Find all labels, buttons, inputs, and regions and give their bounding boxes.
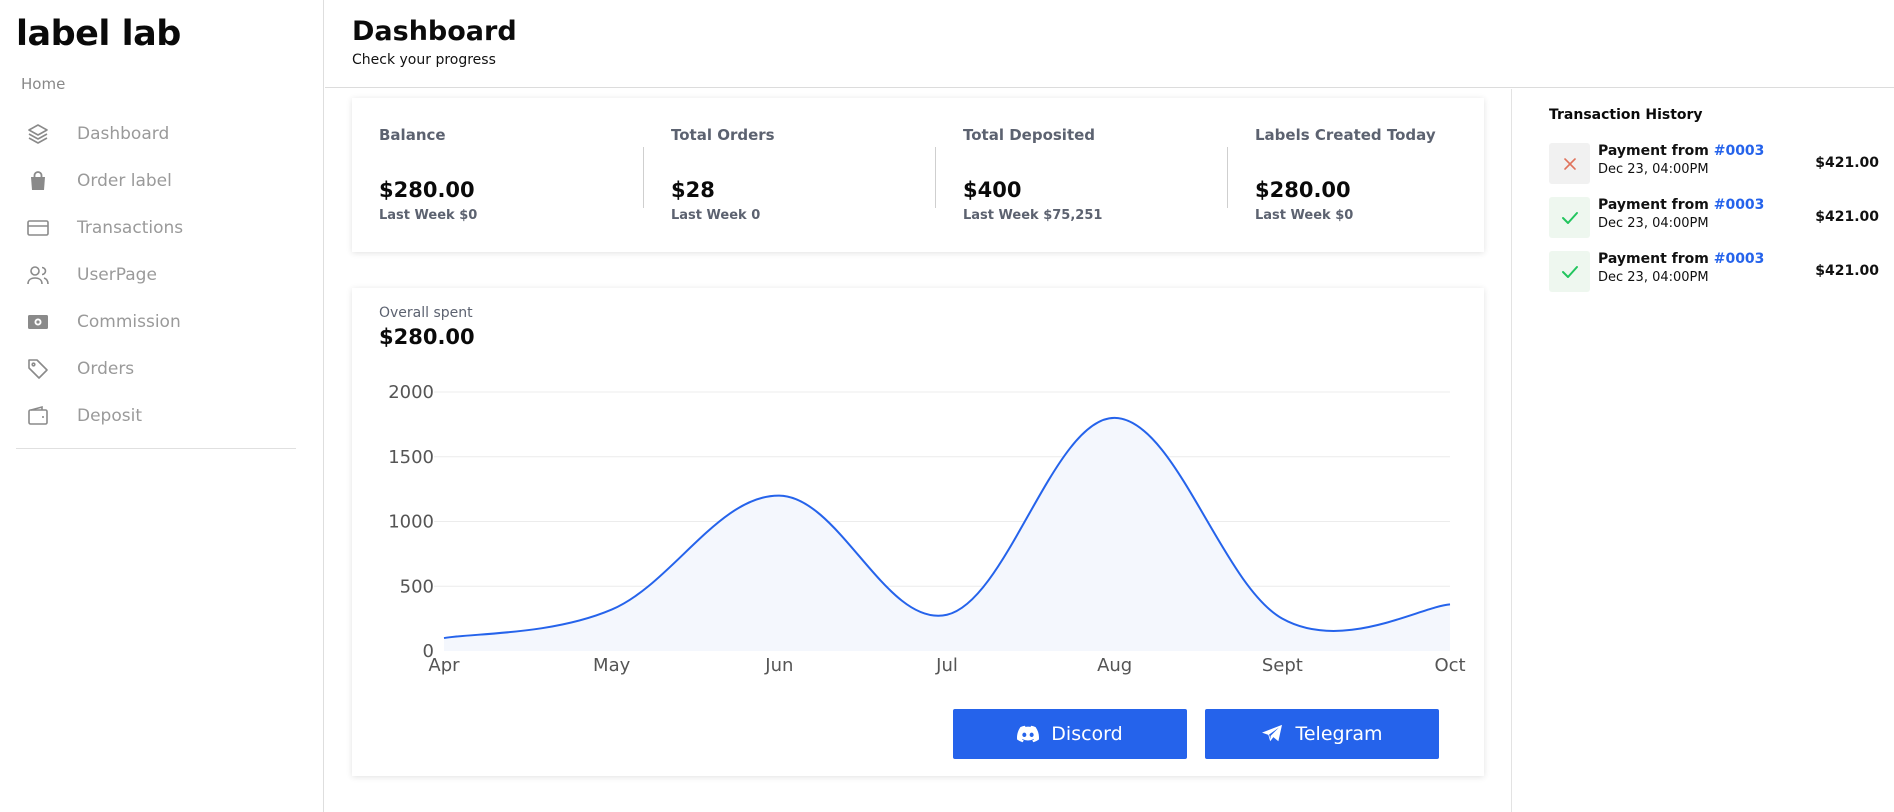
stat-subtext: Last Week $75,251 (963, 208, 1103, 223)
sidebar-item-label: Orders (77, 358, 135, 379)
sidebar-item-dashboard[interactable]: Dashboard (16, 110, 296, 157)
stat-total-orders: Total Orders $28 Last Week 0 (644, 98, 936, 252)
failed-status-icon (1549, 143, 1590, 184)
sidebar-item-label: Dashboard (77, 123, 170, 144)
telegram-icon (1262, 724, 1283, 742)
users-icon (25, 262, 51, 288)
stat-balance: Balance $280.00 Last Week $0 (352, 98, 644, 252)
success-check-icon (1549, 197, 1590, 238)
x-tick-label: Aug (1097, 655, 1132, 676)
sidebar-item-userpage[interactable]: UserPage (16, 251, 296, 298)
transaction-date: Dec 23, 04:00PM (1598, 162, 1709, 177)
sidebar-item-label: Transactions (77, 217, 184, 238)
stat-divider (935, 147, 936, 208)
stat-value: $28 (671, 178, 715, 202)
stat-title: Balance (379, 126, 446, 144)
sidebar-item-order-label[interactable]: Order label (16, 157, 296, 204)
success-check-icon (1549, 251, 1590, 292)
discord-button-label: Discord (1051, 723, 1123, 745)
transaction-amount: $421.00 (1815, 155, 1879, 171)
sidebar-divider (16, 448, 296, 449)
overall-spent-value: $280.00 (379, 325, 475, 349)
transaction-date: Dec 23, 04:00PM (1598, 270, 1709, 285)
transaction-row[interactable]: Payment from #0003 Dec 23, 04:00PM $421.… (1549, 249, 1879, 295)
transaction-prefix: Payment from (1598, 251, 1714, 267)
sidebar-item-orders[interactable]: Orders (16, 345, 296, 392)
discord-button[interactable]: Discord (953, 709, 1187, 759)
sidebar-item-transactions[interactable]: Transactions (16, 204, 296, 251)
sidebar-item-label: UserPage (77, 264, 157, 285)
transaction-amount: $421.00 (1815, 209, 1879, 225)
page-title: Dashboard (352, 16, 517, 47)
stat-title: Total Deposited (963, 126, 1096, 144)
page-header: Dashboard Check your progress (325, 0, 1894, 88)
stat-labels-created-today: Labels Created Today $280.00 Last Week $… (1228, 98, 1520, 252)
transaction-id-link[interactable]: #0003 (1713, 251, 1765, 267)
y-tick-label: 2000 (388, 382, 434, 403)
area-fill (444, 417, 1450, 651)
transaction-row[interactable]: Payment from #0003 Dec 23, 04:00PM $421.… (1549, 195, 1879, 241)
page-subtitle: Check your progress (352, 52, 496, 68)
shopping-bag-icon (25, 168, 51, 194)
stat-subtext: Last Week 0 (671, 208, 761, 223)
stat-value: $280.00 (1255, 178, 1351, 202)
sidebar-nav: Dashboard Order label Transactions UserP… (16, 110, 296, 439)
stat-subtext: Last Week $0 (1255, 208, 1354, 223)
stat-title: Total Orders (671, 126, 775, 144)
credit-card-icon (25, 215, 51, 241)
transaction-prefix: Payment from (1598, 197, 1714, 213)
stat-value: $400 (963, 178, 1022, 202)
transaction-history-title: Transaction History (1549, 107, 1703, 123)
series-line (443, 416, 1451, 640)
sidebar-item-commission[interactable]: Commission (16, 298, 296, 345)
stat-subtext: Last Week $0 (379, 208, 478, 223)
discord-icon (1017, 725, 1040, 743)
transaction-prefix: Payment from (1598, 143, 1714, 159)
x-tick-label: Sept (1262, 655, 1303, 676)
wallet-icon (25, 403, 51, 429)
banknote-icon (25, 309, 51, 335)
transaction-amount: $421.00 (1815, 263, 1879, 279)
x-tick-label: Jun (764, 655, 793, 676)
stat-title: Labels Created Today (1255, 126, 1436, 144)
x-tick-label: Oct (1434, 655, 1465, 676)
stat-value: $280.00 (379, 178, 475, 202)
tag-icon (25, 356, 51, 382)
y-tick-label: 1000 (388, 512, 434, 533)
stats-card: Balance $280.00 Last Week $0 Total Order… (352, 98, 1484, 252)
y-tick-label: 1500 (388, 447, 434, 468)
sidebar-item-deposit[interactable]: Deposit (16, 392, 296, 439)
transaction-history-panel: Transaction History Payment from #0003 D… (1511, 89, 1894, 812)
x-tick-label: May (593, 655, 631, 676)
stat-divider (643, 147, 644, 208)
breadcrumb-home[interactable]: Home (21, 75, 66, 93)
y-tick-label: 0 (423, 641, 434, 662)
transaction-date: Dec 23, 04:00PM (1598, 216, 1709, 231)
sidebar: label lab Home Dashboard Order label Tra… (0, 0, 324, 812)
telegram-button[interactable]: Telegram (1205, 709, 1439, 759)
spending-chart: 0 500 1000 1500 2000 Apr May Jun Jul Aug Sept Oct (388, 382, 1465, 676)
overall-spent-label: Overall spent (379, 305, 473, 321)
overall-spent-card: Overall spent $280.00 0 500 1000 1500 2000 Ap… (352, 288, 1484, 776)
telegram-button-label: Telegram (1295, 723, 1383, 745)
y-tick-label: 500 (400, 576, 434, 597)
transaction-id-link[interactable]: #0003 (1713, 143, 1765, 159)
x-tick-label: Apr (428, 655, 460, 676)
sidebar-item-label: Order label (77, 170, 172, 191)
x-tick-label: Jul (935, 655, 958, 676)
transaction-id-link[interactable]: #0003 (1713, 197, 1765, 213)
transaction-row[interactable]: Payment from #0003 Dec 23, 04:00PM $421.… (1549, 141, 1879, 187)
layers-icon (25, 121, 51, 147)
sidebar-item-label: Deposit (77, 405, 142, 426)
stat-total-deposited: Total Deposited $400 Last Week $75,251 (936, 98, 1228, 252)
app-logo: label lab (16, 14, 181, 54)
stat-divider (1227, 147, 1228, 208)
sidebar-item-label: Commission (77, 311, 181, 332)
